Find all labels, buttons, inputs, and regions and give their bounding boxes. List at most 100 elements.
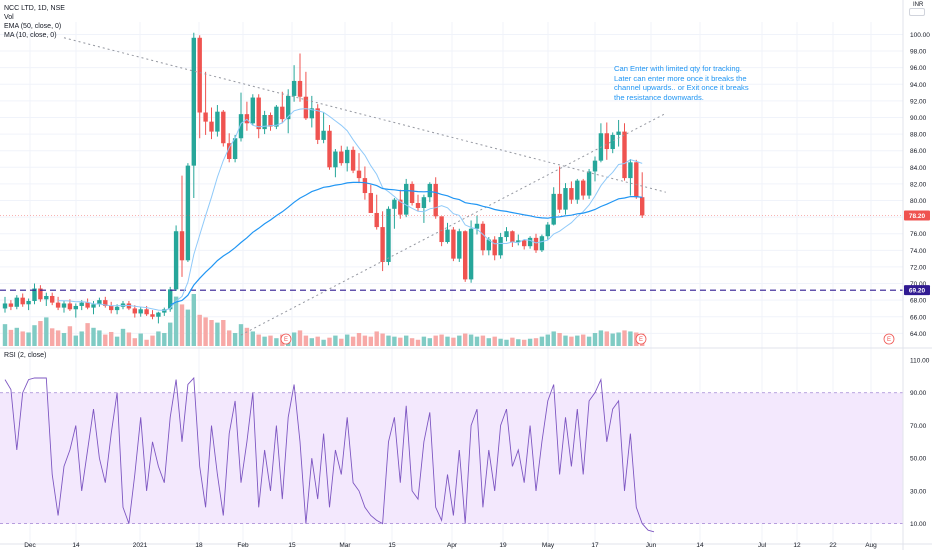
candle-body xyxy=(433,183,438,217)
time-tick-label: 2021 xyxy=(133,542,148,549)
candles xyxy=(2,32,645,324)
scale-toggle[interactable] xyxy=(909,8,925,16)
candle-body xyxy=(333,151,338,168)
candle-body xyxy=(250,97,255,124)
volume-bar xyxy=(457,335,462,346)
support-price-label-bg xyxy=(904,285,930,296)
volume-bar xyxy=(362,335,368,346)
candle-body xyxy=(144,309,149,315)
volume-bar xyxy=(522,339,527,346)
volume-bar xyxy=(492,336,497,346)
volume-bar xyxy=(380,333,385,346)
candle-body xyxy=(356,170,362,179)
earnings-text: E xyxy=(639,337,643,343)
volume-bar xyxy=(173,296,179,346)
candle-body xyxy=(339,151,344,164)
ma-10-line xyxy=(58,108,643,311)
candle-body xyxy=(262,114,267,130)
rsi-tick-label: 90.00 xyxy=(910,390,927,397)
volume-bar xyxy=(20,331,25,346)
volume-bar xyxy=(256,334,261,346)
price-tick-label: 84.00 xyxy=(910,165,927,172)
volume-bar xyxy=(26,332,31,346)
volume-bar xyxy=(203,317,208,346)
candle-body xyxy=(622,131,627,179)
volume-bar xyxy=(427,338,432,346)
volume-bar xyxy=(268,335,273,346)
candle-body xyxy=(345,149,350,164)
candle-body xyxy=(586,171,592,196)
time-tick-label: Jul xyxy=(758,542,767,549)
volume-bar xyxy=(191,294,196,346)
candle-body xyxy=(280,106,285,120)
candle-body xyxy=(527,237,533,247)
volume-bar xyxy=(50,328,55,346)
candle-body xyxy=(545,224,550,237)
earnings-text: E xyxy=(284,337,288,343)
volume-bar xyxy=(409,338,415,346)
volume-bar xyxy=(333,335,338,346)
last-price-label-text: 78.20 xyxy=(909,213,926,220)
volume-bar xyxy=(44,317,49,346)
candle-body xyxy=(439,216,444,243)
earnings-marker: E xyxy=(883,333,895,345)
volume-bar xyxy=(480,335,486,346)
candle-body xyxy=(404,183,409,215)
ma-legend[interactable]: MA (10, close, 0) xyxy=(4,32,57,39)
candle-body xyxy=(268,114,273,127)
volume-bar xyxy=(598,330,604,346)
volume-bar xyxy=(179,304,185,346)
candle-body xyxy=(522,240,527,247)
price-tick-label: 82.00 xyxy=(910,181,927,188)
volume-bar xyxy=(238,324,244,346)
time-tick-label: 18 xyxy=(195,542,203,549)
volume-bar xyxy=(162,333,167,346)
volume-bar xyxy=(8,329,14,346)
volume-bar xyxy=(209,320,214,346)
candle-body xyxy=(604,133,609,150)
candle-body xyxy=(103,300,108,306)
volume-bar xyxy=(533,338,539,346)
volume-bar xyxy=(592,333,598,346)
candle-body xyxy=(445,229,450,243)
volume-bar xyxy=(109,331,114,346)
candle-body xyxy=(415,203,421,208)
volume-bar xyxy=(38,321,43,346)
symbol-title[interactable]: NCC LTD, 1D, NSE xyxy=(4,5,65,12)
volume-bar xyxy=(345,334,350,346)
volume-bar xyxy=(55,330,61,346)
candle-body xyxy=(303,96,309,119)
volume-bar xyxy=(168,322,173,346)
candle-body xyxy=(203,112,208,122)
candle-body xyxy=(232,138,238,159)
volume-bar xyxy=(551,331,556,346)
price-tick-label: 90.00 xyxy=(910,115,927,122)
ema-legend[interactable]: EMA (50, close, 0) xyxy=(4,23,62,30)
earnings-marker: E xyxy=(280,333,292,345)
candle-body xyxy=(238,114,244,139)
rsi-legend[interactable]: RSI (2, close) xyxy=(4,352,47,359)
volume-bar xyxy=(2,324,8,346)
last-price-label-bg xyxy=(904,210,930,221)
currency-label: INR xyxy=(913,2,924,8)
vol-legend[interactable]: Vol xyxy=(4,14,14,21)
earnings-text: E xyxy=(887,337,891,343)
candle-body xyxy=(79,302,84,306)
candle-body xyxy=(321,130,326,140)
price-tick-label: 88.00 xyxy=(910,132,927,139)
volume-bar xyxy=(527,338,533,346)
candle-body xyxy=(569,188,574,200)
time-tick-label: 17 xyxy=(591,542,599,549)
volume-bar xyxy=(103,334,108,346)
candle-body xyxy=(327,130,332,168)
candle-body xyxy=(592,160,598,172)
volume-bar xyxy=(85,323,90,346)
candle-body xyxy=(191,37,196,166)
candle-body xyxy=(451,229,456,259)
volume-bar xyxy=(156,331,161,346)
candle-body xyxy=(640,197,645,216)
time-tick-label: Feb xyxy=(237,542,249,549)
time-tick-label: Dec xyxy=(24,542,36,549)
volume-bar xyxy=(227,330,232,346)
candle-body xyxy=(398,199,403,215)
